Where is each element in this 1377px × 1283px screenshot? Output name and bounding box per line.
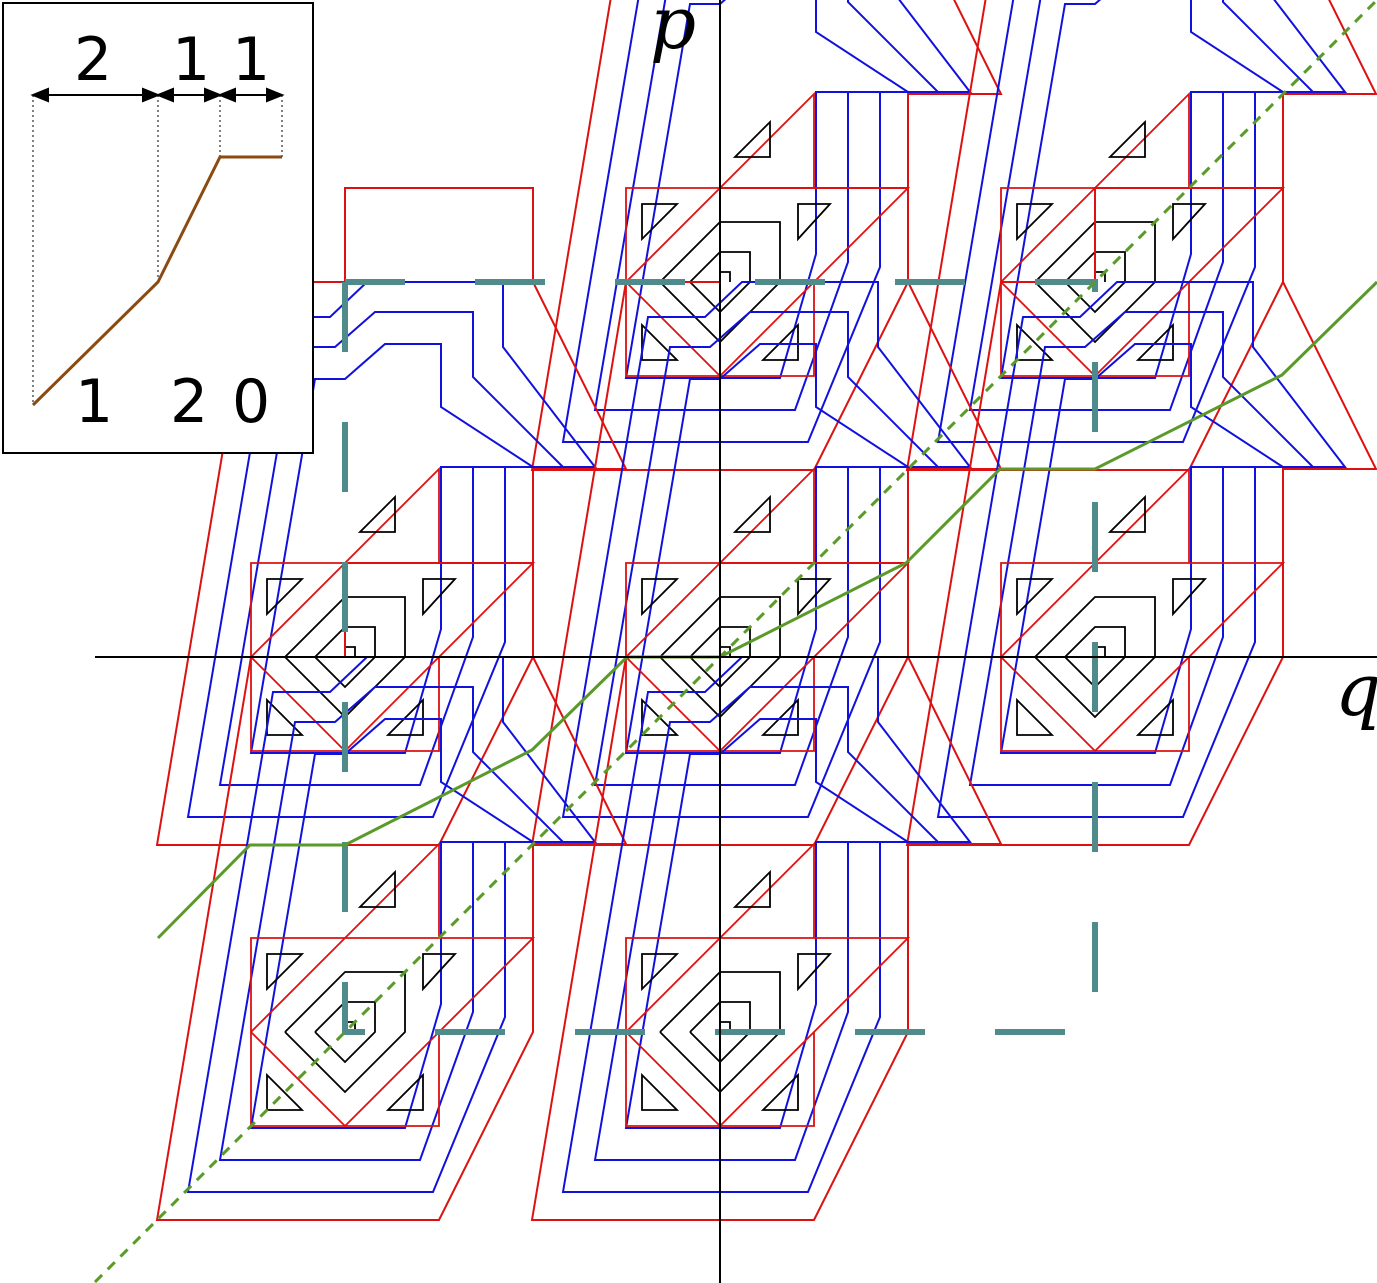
- inset-panel: 2 1 1 1 2 0: [2, 2, 314, 454]
- q-axis-label: q: [1335, 648, 1377, 732]
- inset-bottom-label-3: 0: [232, 367, 270, 437]
- inset-top-label-2: 1: [172, 25, 210, 95]
- tile-row-middle: [156, 187, 1377, 846]
- inset-bottom-label-2: 2: [170, 367, 208, 437]
- tile-row-top: [531, 0, 1377, 471]
- p-axis-label: p: [650, 0, 696, 65]
- tile-row-bottom: [156, 562, 1002, 1221]
- green-piecewise-path: [156, 280, 1377, 940]
- inset-arrows: [30, 87, 285, 103]
- inset-top-label-1: 2: [74, 25, 112, 95]
- inset-top-label-3: 1: [232, 25, 270, 95]
- diagonal-dashed-line: [93, 0, 1377, 1283]
- inset-brown-path: [31, 155, 282, 407]
- inset-bottom-label-1: 1: [75, 367, 113, 437]
